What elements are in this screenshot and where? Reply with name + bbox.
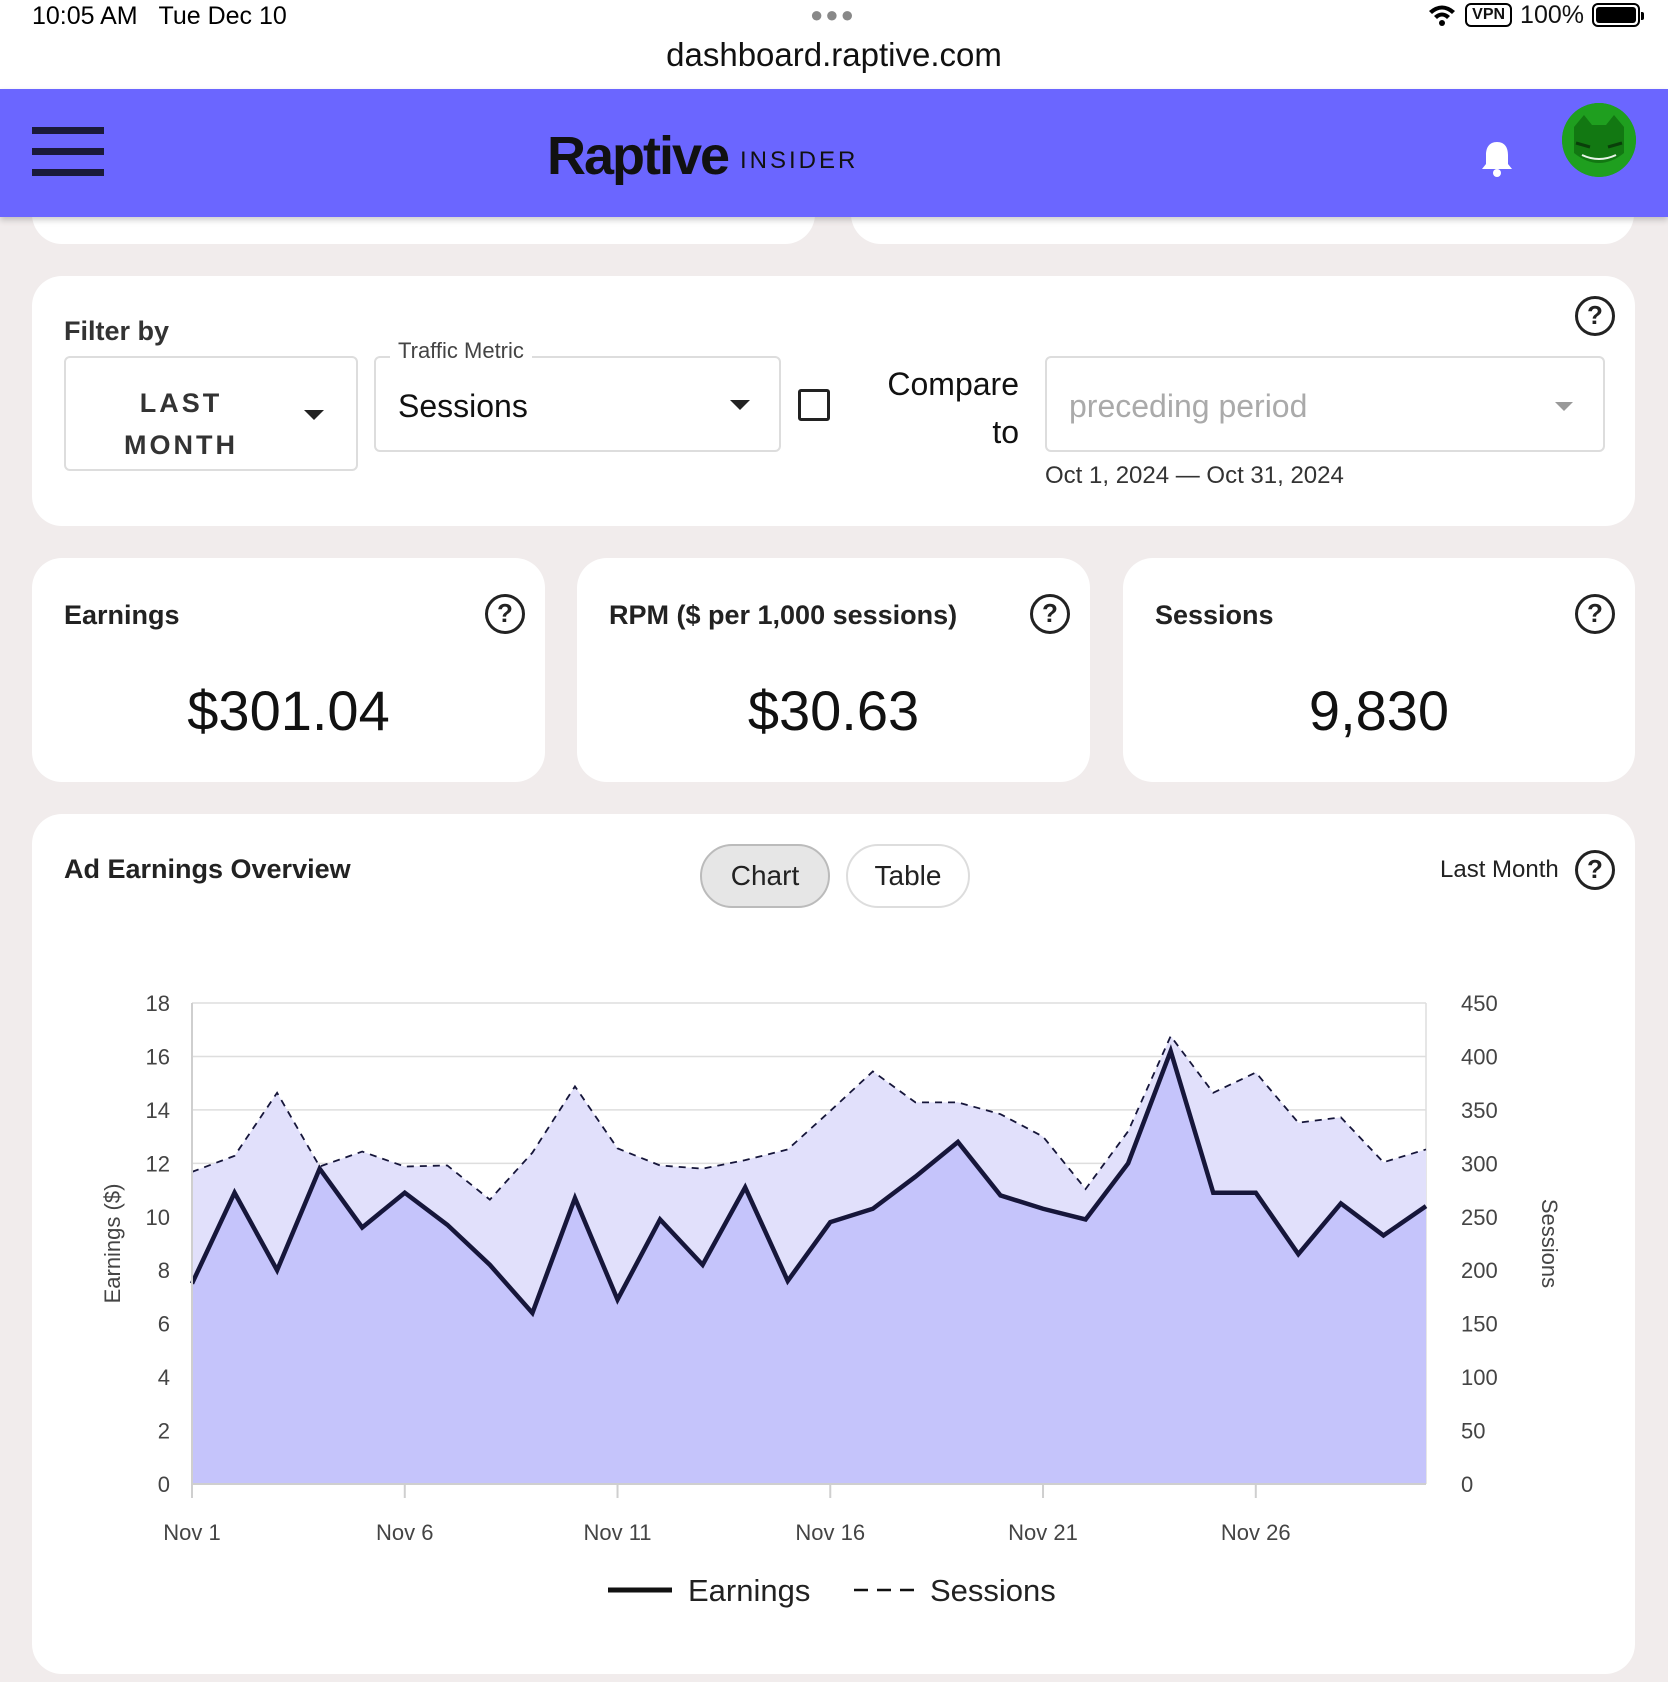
y-tick-label: 18 xyxy=(146,991,170,1016)
tab-chart[interactable]: Chart xyxy=(700,844,830,908)
overview-title: Ad Earnings Overview xyxy=(64,854,351,884)
bell-icon[interactable] xyxy=(1480,139,1514,177)
y2-tick-label: 0 xyxy=(1461,1472,1473,1497)
y-tick-label: 14 xyxy=(146,1098,170,1123)
legend-sessions-label: Sessions xyxy=(930,1573,1056,1608)
traffic-metric-select[interactable]: Traffic Metric Sessions xyxy=(374,338,781,452)
y-tick-label: 12 xyxy=(146,1151,170,1176)
filter-help-icon[interactable]: ? xyxy=(1575,296,1615,336)
chevron-down-icon xyxy=(730,400,750,410)
battery-percent: 100% xyxy=(1520,0,1584,29)
rpm-label: RPM ($ per 1,000 sessions) xyxy=(609,600,958,630)
chevron-down-icon xyxy=(1555,402,1573,411)
earnings-label: Earnings xyxy=(64,600,180,630)
wifi-icon xyxy=(1429,5,1456,26)
y-tick-label: 4 xyxy=(158,1365,170,1390)
compare-period-placeholder: preceding period xyxy=(1069,388,1308,424)
compare-date-range: Oct 1, 2024 — Oct 31, 2024 xyxy=(1045,462,1344,489)
earnings-line xyxy=(189,1044,1428,1318)
y-tick-label: 6 xyxy=(158,1312,170,1337)
period-button-label: LAST MONTH xyxy=(124,388,238,460)
hamburger-menu-icon[interactable] xyxy=(32,127,104,177)
sessions-value: 9,830 xyxy=(1308,679,1450,742)
earnings-value: $301.04 xyxy=(187,679,390,742)
y-tick-label: 0 xyxy=(158,1472,170,1497)
tab-table[interactable]: Table xyxy=(846,844,970,908)
compare-label: Compare to xyxy=(887,366,1019,450)
y2-tick-label: 450 xyxy=(1461,991,1498,1016)
avatar[interactable] xyxy=(1562,103,1636,177)
overview-help-icon[interactable]: ? xyxy=(1575,850,1615,890)
y2-tick-label: 50 xyxy=(1461,1419,1485,1444)
x-tick-label: Nov 11 xyxy=(583,1520,651,1545)
status-indicators: VPN 100% xyxy=(1427,0,1644,30)
x-tick-label: Nov 21 xyxy=(1008,1520,1078,1545)
multitask-dots-icon[interactable]: ●●● xyxy=(810,2,856,27)
rpm-value: $30.63 xyxy=(747,679,920,742)
traffic-metric-value: Sessions xyxy=(398,388,528,424)
rpm-card: RPM ($ per 1,000 sessions) ? $30.63 xyxy=(577,558,1090,782)
y2-tick-label: 350 xyxy=(1461,1098,1498,1123)
status-bar: 10:05 AM Tue Dec 10 ●●● VPN 100% dashboa… xyxy=(0,0,1668,89)
sessions-help-icon[interactable]: ? xyxy=(1575,594,1615,634)
y2-axis-title: Sessions xyxy=(1537,1199,1562,1288)
y2-tick-label: 100 xyxy=(1461,1365,1498,1390)
vpn-badge: VPN xyxy=(1465,3,1513,27)
y2-tick-label: 400 xyxy=(1461,1044,1498,1069)
overview-period: Last Month xyxy=(1440,856,1559,883)
filter-title: Filter by xyxy=(64,316,170,346)
x-tick-label: Nov 16 xyxy=(795,1520,865,1545)
y2-tick-label: 250 xyxy=(1461,1205,1498,1230)
sessions-line xyxy=(191,1034,1427,1201)
chevron-down-icon xyxy=(304,410,324,420)
x-tick-label: Nov 26 xyxy=(1221,1520,1291,1545)
y-tick-label: 2 xyxy=(158,1419,170,1444)
earnings-sessions-chart: 0 2 4 6 8 10 12 14 16 18 0 50 100 150 200 250 300 350 400 4… xyxy=(100,991,1562,1608)
y-tick-label: 16 xyxy=(146,1044,170,1069)
battery-icon xyxy=(1592,3,1644,27)
legend-earnings-label: Earnings xyxy=(688,1573,810,1608)
filter-card: Filter by ? LAST MONTH Traffic Metric Ses… xyxy=(32,276,1635,526)
traffic-metric-label: Traffic Metric xyxy=(390,338,532,364)
y2-tick-label: 150 xyxy=(1461,1312,1498,1337)
app-header: Raptive INSIDER xyxy=(0,89,1668,217)
y2-tick-label: 200 xyxy=(1461,1258,1498,1283)
compare-checkbox[interactable] xyxy=(798,389,830,421)
y-tick-label: 8 xyxy=(158,1258,170,1283)
sessions-label: Sessions xyxy=(1155,600,1274,630)
x-tick-label: Nov 6 xyxy=(376,1520,433,1545)
x-tick-label: Nov 1 xyxy=(163,1520,220,1545)
brand-subtitle: INSIDER xyxy=(740,147,859,174)
status-time: 10:05 AM Tue Dec 10 xyxy=(32,2,287,30)
ad-earnings-overview-card: Ad Earnings Overview Chart Table Last Mo… xyxy=(32,814,1635,1674)
sessions-card: Sessions ? 9,830 xyxy=(1123,558,1635,782)
y2-tick-label: 300 xyxy=(1461,1151,1498,1176)
earnings-help-icon[interactable]: ? xyxy=(485,594,525,634)
compare-period-select[interactable]: preceding period xyxy=(1045,356,1605,452)
earnings-card: Earnings ? $301.04 xyxy=(32,558,545,782)
y-tick-label: 10 xyxy=(146,1205,170,1230)
earnings-area xyxy=(192,1051,1426,1484)
address-bar-url[interactable]: dashboard.raptive.com xyxy=(666,36,1002,73)
brand-logo[interactable]: Raptive xyxy=(547,126,730,186)
y-axis-title: Earnings ($) xyxy=(100,1184,125,1304)
rpm-help-icon[interactable]: ? xyxy=(1030,594,1070,634)
period-dropdown-button[interactable]: LAST MONTH xyxy=(64,356,358,471)
